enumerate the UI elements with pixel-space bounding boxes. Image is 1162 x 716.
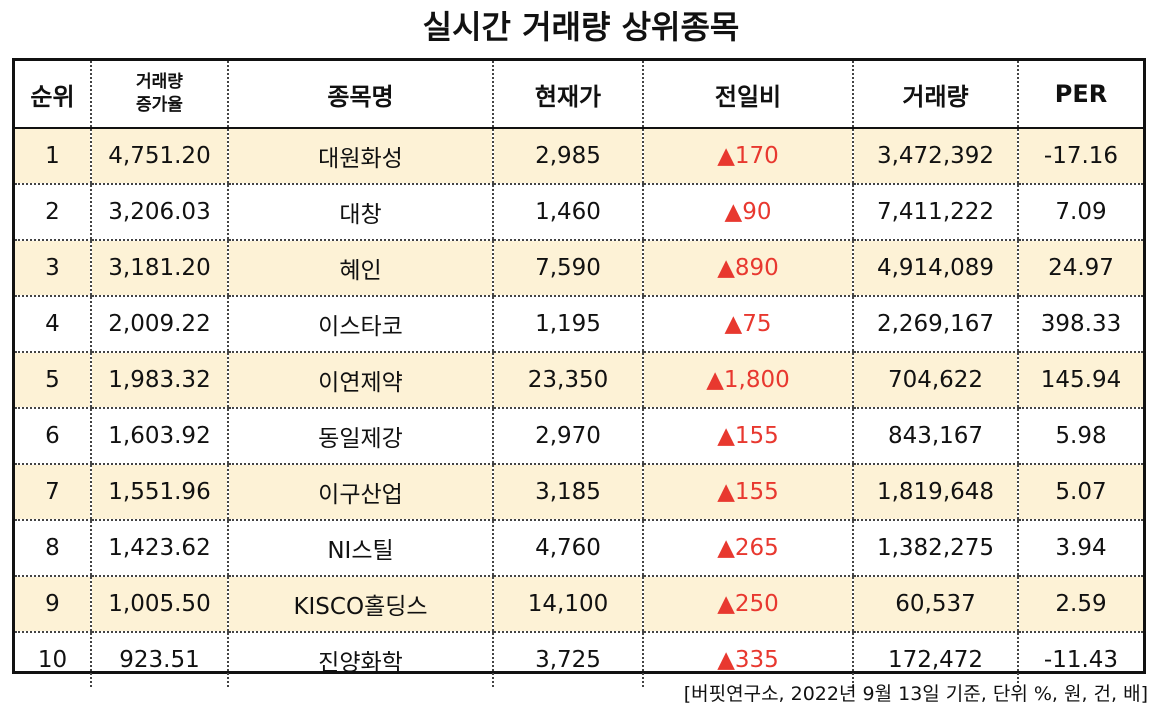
header-row: 순위 거래량 증가율 종목명 현재가 전일비 거래량 PER <box>15 61 1143 129</box>
cell-rank: 5 <box>15 352 91 409</box>
cell-volume-increase: 923.51 <box>90 632 228 687</box>
cell-per: 5.07 <box>1017 464 1143 521</box>
header-price: 현재가 <box>492 61 643 129</box>
source-footnote: [버핏연구소, 2022년 9월 13일 기준, 단위 %, 원, 건, 배] <box>683 683 1148 705</box>
header-name: 종목명 <box>227 61 493 129</box>
cell-price: 23,350 <box>492 352 643 409</box>
table-row: 6 1,603.92 동일제강 2,970 ▲155 843,167 5.98 <box>15 408 1143 465</box>
cell-volume: 843,167 <box>852 408 1018 465</box>
cell-rank: 7 <box>15 464 91 521</box>
cell-volume-increase: 4,751.20 <box>90 128 228 185</box>
cell-price: 14,100 <box>492 576 643 633</box>
cell-volume: 2,269,167 <box>852 296 1018 353</box>
cell-per: 7.09 <box>1017 184 1143 241</box>
stock-table-container: 순위 거래량 증가율 종목명 현재가 전일비 거래량 PER 1 4,751.20… <box>12 58 1146 687</box>
cell-volume-increase: 3,181.20 <box>90 240 228 297</box>
cell-change: ▲890 <box>642 240 853 297</box>
cell-rank: 4 <box>15 296 91 353</box>
cell-stock-name: 이구산업 <box>227 464 493 521</box>
cell-per: 3.94 <box>1017 520 1143 577</box>
cell-price: 2,970 <box>492 408 643 465</box>
table-row: 4 2,009.22 이스타코 1,195 ▲75 2,269,167 398.33 <box>15 296 1143 353</box>
cell-per: 5.98 <box>1017 408 1143 465</box>
cell-volume-increase: 2,009.22 <box>90 296 228 353</box>
cell-rank: 6 <box>15 408 91 465</box>
header-volume: 거래량 <box>852 61 1018 129</box>
cell-price: 4,760 <box>492 520 643 577</box>
table-row: 8 1,423.62 NI스틸 4,760 ▲265 1,382,275 3.94 <box>15 520 1143 577</box>
cell-stock-name: 대원화성 <box>227 128 493 185</box>
cell-volume: 60,537 <box>852 576 1018 633</box>
cell-volume: 172,472 <box>852 632 1018 687</box>
cell-volume-increase: 1,551.96 <box>90 464 228 521</box>
cell-stock-name: 이연제약 <box>227 352 493 409</box>
cell-price: 3,185 <box>492 464 643 521</box>
cell-volume: 3,472,392 <box>852 128 1018 185</box>
cell-stock-name: KISCO홀딩스 <box>227 576 493 633</box>
cell-price: 2,985 <box>492 128 643 185</box>
table-row: 2 3,206.03 대창 1,460 ▲90 7,411,222 7.09 <box>15 184 1143 241</box>
cell-per: -11.43 <box>1017 632 1143 687</box>
table-row: 10 923.51 진양화학 3,725 ▲335 172,472 -11.43 <box>15 632 1143 687</box>
header-change: 전일비 <box>642 61 853 129</box>
cell-change: ▲90 <box>642 184 853 241</box>
cell-price: 1,195 <box>492 296 643 353</box>
cell-stock-name: NI스틸 <box>227 520 493 577</box>
header-volume-increase: 거래량 증가율 <box>90 61 228 129</box>
table-row: 7 1,551.96 이구산업 3,185 ▲155 1,819,648 5.07 <box>15 464 1143 521</box>
cell-change: ▲155 <box>642 464 853 521</box>
header-rank: 순위 <box>15 61 91 129</box>
cell-change: ▲265 <box>642 520 853 577</box>
cell-change: ▲170 <box>642 128 853 185</box>
cell-rank: 8 <box>15 520 91 577</box>
cell-stock-name: 혜인 <box>227 240 493 297</box>
cell-per: 24.97 <box>1017 240 1143 297</box>
cell-price: 7,590 <box>492 240 643 297</box>
page-title: 실시간 거래량 상위종목 <box>422 8 740 46</box>
cell-per: 145.94 <box>1017 352 1143 409</box>
cell-volume-increase: 1,983.32 <box>90 352 228 409</box>
cell-stock-name: 동일제강 <box>227 408 493 465</box>
cell-price: 1,460 <box>492 184 643 241</box>
cell-rank: 3 <box>15 240 91 297</box>
cell-change: ▲335 <box>642 632 853 687</box>
stock-table: 순위 거래량 증가율 종목명 현재가 전일비 거래량 PER 1 4,751.20… <box>15 61 1143 687</box>
cell-stock-name: 대창 <box>227 184 493 241</box>
cell-change: ▲1,800 <box>642 352 853 409</box>
cell-volume: 4,914,089 <box>852 240 1018 297</box>
table-row: 9 1,005.50 KISCO홀딩스 14,100 ▲250 60,537 2.59 <box>15 576 1143 633</box>
header-volume-increase-line1: 거래량 <box>136 72 183 92</box>
cell-volume-increase: 3,206.03 <box>90 184 228 241</box>
cell-volume-increase: 1,423.62 <box>90 520 228 577</box>
cell-rank: 2 <box>15 184 91 241</box>
cell-rank: 1 <box>15 128 91 185</box>
cell-stock-name: 이스타코 <box>227 296 493 353</box>
cell-per: 398.33 <box>1017 296 1143 353</box>
cell-per: 2.59 <box>1017 576 1143 633</box>
cell-rank: 9 <box>15 576 91 633</box>
cell-per: -17.16 <box>1017 128 1143 185</box>
cell-volume-increase: 1,603.92 <box>90 408 228 465</box>
cell-change: ▲250 <box>642 576 853 633</box>
cell-volume: 704,622 <box>852 352 1018 409</box>
cell-price: 3,725 <box>492 632 643 687</box>
table-body: 1 4,751.20 대원화성 2,985 ▲170 3,472,392 -17.16 2 3,… <box>15 128 1143 687</box>
table-row: 5 1,983.32 이연제약 23,350 ▲1,800 704,622 145.94 <box>15 352 1143 409</box>
cell-change: ▲75 <box>642 296 853 353</box>
cell-rank: 10 <box>37 647 68 673</box>
cell-volume: 1,819,648 <box>852 464 1018 521</box>
cell-change: ▲155 <box>642 408 853 465</box>
cell-volume: 7,411,222 <box>852 184 1018 241</box>
header-per: PER <box>1017 61 1143 129</box>
cell-volume-increase: 1,005.50 <box>90 576 228 633</box>
cell-volume: 1,382,275 <box>852 520 1018 577</box>
table-row: 1 4,751.20 대원화성 2,985 ▲170 3,472,392 -17.16 <box>15 128 1143 185</box>
header-volume-increase-line2: 증가율 <box>136 95 183 115</box>
table-row: 3 3,181.20 혜인 7,590 ▲890 4,914,089 24.97 <box>15 240 1143 297</box>
cell-stock-name: 진양화학 <box>227 632 493 687</box>
